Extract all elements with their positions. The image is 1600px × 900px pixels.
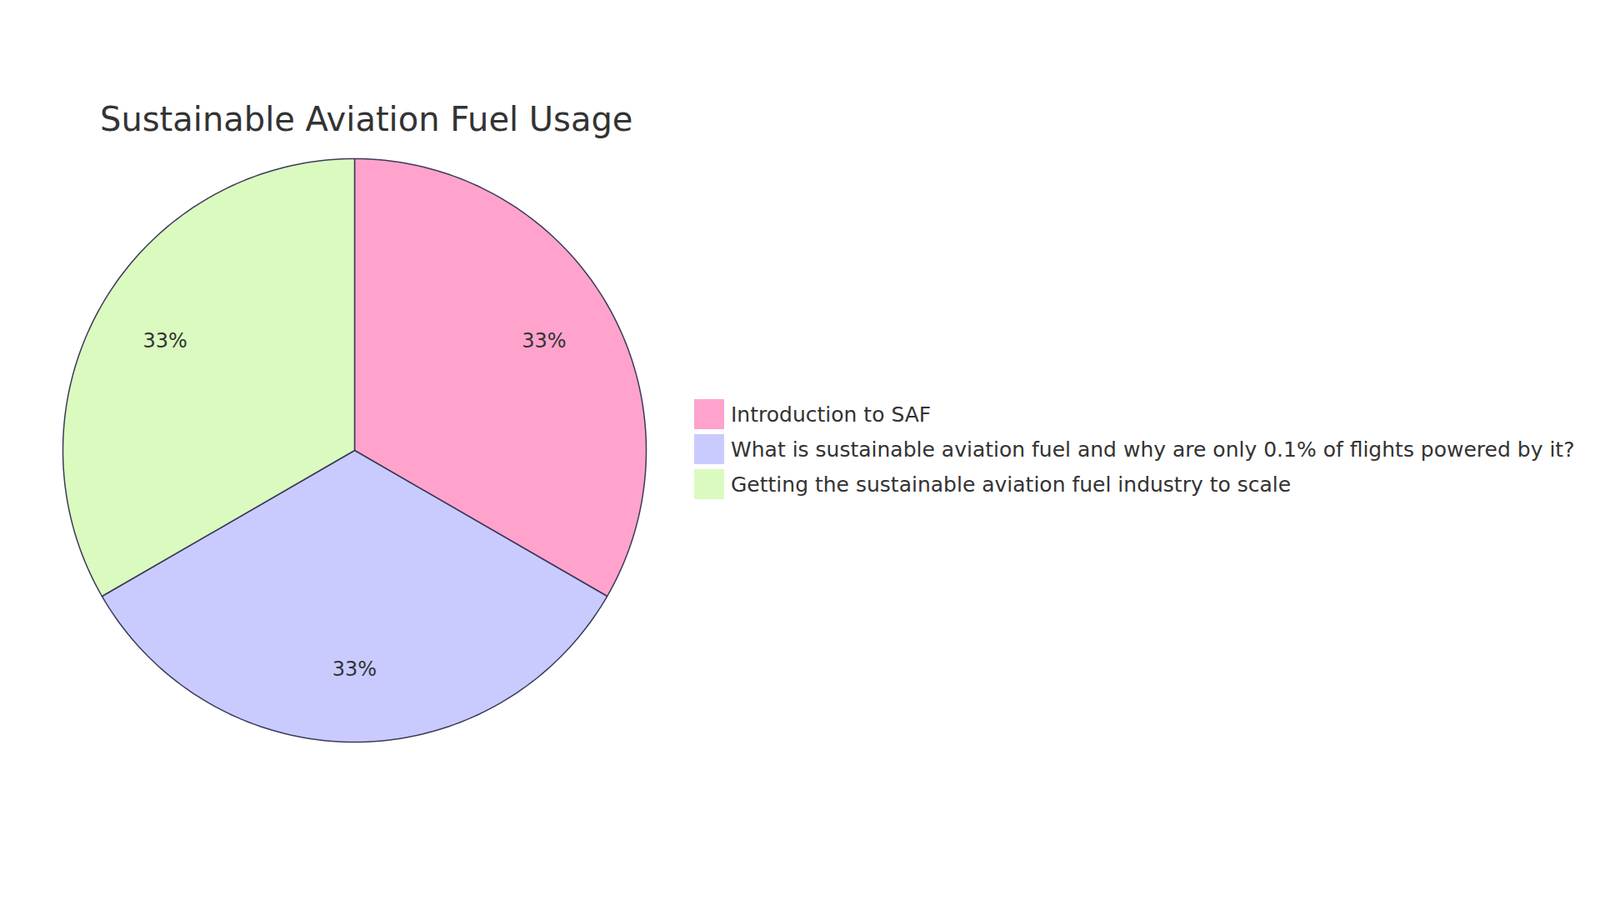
svg-text:33%: 33%: [521, 329, 566, 353]
html-text:Sustainable Aviation Fuel Usag: Sustainable Aviation Fuel Usage: [100, 100, 633, 139]
html-text:What is sustainable aviation f: What is sustainable aviation fuel and wh…: [730, 437, 1575, 462]
svg-text:33%: 33%: [332, 657, 377, 681]
html-text:Getting the sustainable aviati: Getting the sustainable aviation fuel in…: [730, 472, 1291, 497]
html-text:Introduction to SAF: Introduction to SAF: [730, 402, 931, 427]
svg-text:33%: 33%: [142, 329, 187, 353]
